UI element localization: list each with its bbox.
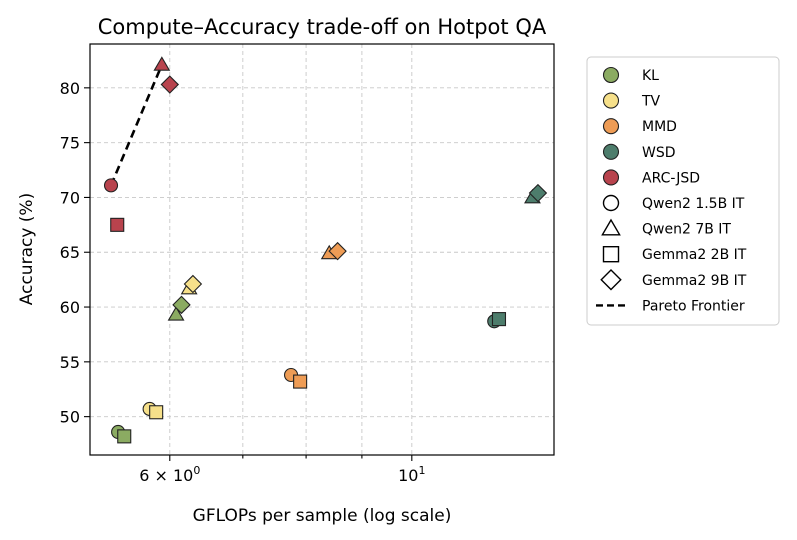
legend-frame xyxy=(586,56,780,326)
point-wsd-gemma2-2b-it xyxy=(491,312,507,327)
legend-label-qwen2-7b-it: Qwen2 7B IT xyxy=(642,222,731,238)
y-tick-label: 75 xyxy=(60,134,80,153)
legend-marker-arc-jsd xyxy=(602,169,620,186)
point-kl-gemma2-2b-it xyxy=(117,429,132,444)
y-tick-label: 80 xyxy=(60,79,80,98)
pareto-frontier-line xyxy=(109,64,164,186)
legend-label-mmd: MMD xyxy=(642,119,677,135)
x-tick-label: 101 xyxy=(398,464,425,485)
point-mmd-gemma2-9b-it xyxy=(328,241,347,261)
y-tick-label: 50 xyxy=(60,408,80,427)
axis-ticks: 50 55 60 65 70 75 80 6 × 100 101 xyxy=(60,79,426,485)
legend-label-arc-jsd: ARC-JSD xyxy=(642,170,700,186)
point-wsd-gemma2-9b-it xyxy=(528,183,548,203)
legend-marker-qwen2-1-5b-it xyxy=(602,194,620,212)
point-arc-jsd-qwen2-1-5b-it xyxy=(103,178,119,193)
legend-label-tv: TV xyxy=(641,94,661,110)
legend-label-wsd: WSD xyxy=(642,145,676,161)
legend-label-gemma2-2b-it: Gemma2 2B IT xyxy=(642,247,747,263)
legend-label-kl: KL xyxy=(642,68,659,84)
y-tick-label: 55 xyxy=(60,353,80,372)
chart-title: Compute–Accuracy trade-off on Hotpot QA xyxy=(98,15,547,39)
y-axis-label: Accuracy (%) xyxy=(17,193,37,305)
point-tv-gemma2-2b-it xyxy=(149,405,164,420)
x-tick-label: 6 × 100 xyxy=(139,464,200,485)
point-mmd-gemma2-2b-it xyxy=(293,374,308,389)
legend-marker-mmd xyxy=(602,118,620,135)
x-axis-label: GFLOPs per sample (log scale) xyxy=(193,506,452,526)
plot-frame xyxy=(89,43,555,456)
point-arc-jsd-qwen2-7b-it xyxy=(153,56,171,71)
legend-marker-gemma2-9b-it xyxy=(600,269,622,291)
point-arc-jsd-gemma2-2b-it xyxy=(110,217,125,232)
y-tick-label: 65 xyxy=(60,243,80,262)
data-points xyxy=(103,56,548,444)
legend-label-gemma2-9b-it: Gemma2 9B IT xyxy=(642,273,747,289)
legend-marker-tv xyxy=(602,92,620,109)
point-kl-qwen2-7b-it xyxy=(167,306,185,321)
legend-marker-gemma2-2b-it xyxy=(602,245,620,263)
y-tick-label: 70 xyxy=(60,188,80,207)
point-arc-jsd-gemma2-9b-it xyxy=(160,75,180,94)
legend-marker-kl xyxy=(602,66,620,84)
point-kl-gemma2-9b-it xyxy=(172,295,191,315)
legend: KL TV MMD WSD ARC-JSD Qwen2 1.5B IT Qwen2 7B I… xyxy=(586,56,780,326)
grid xyxy=(90,44,554,455)
legend-label-pareto-frontier: Pareto Frontier xyxy=(642,298,745,314)
y-tick-label: 60 xyxy=(60,298,80,317)
legend-label-qwen2-1-5b-it: Qwen2 1.5B IT xyxy=(642,196,745,212)
legend-marker-wsd xyxy=(602,143,620,160)
legend-marker-qwen2-7b-it xyxy=(601,218,621,236)
point-tv-gemma2-9b-it xyxy=(183,274,203,294)
